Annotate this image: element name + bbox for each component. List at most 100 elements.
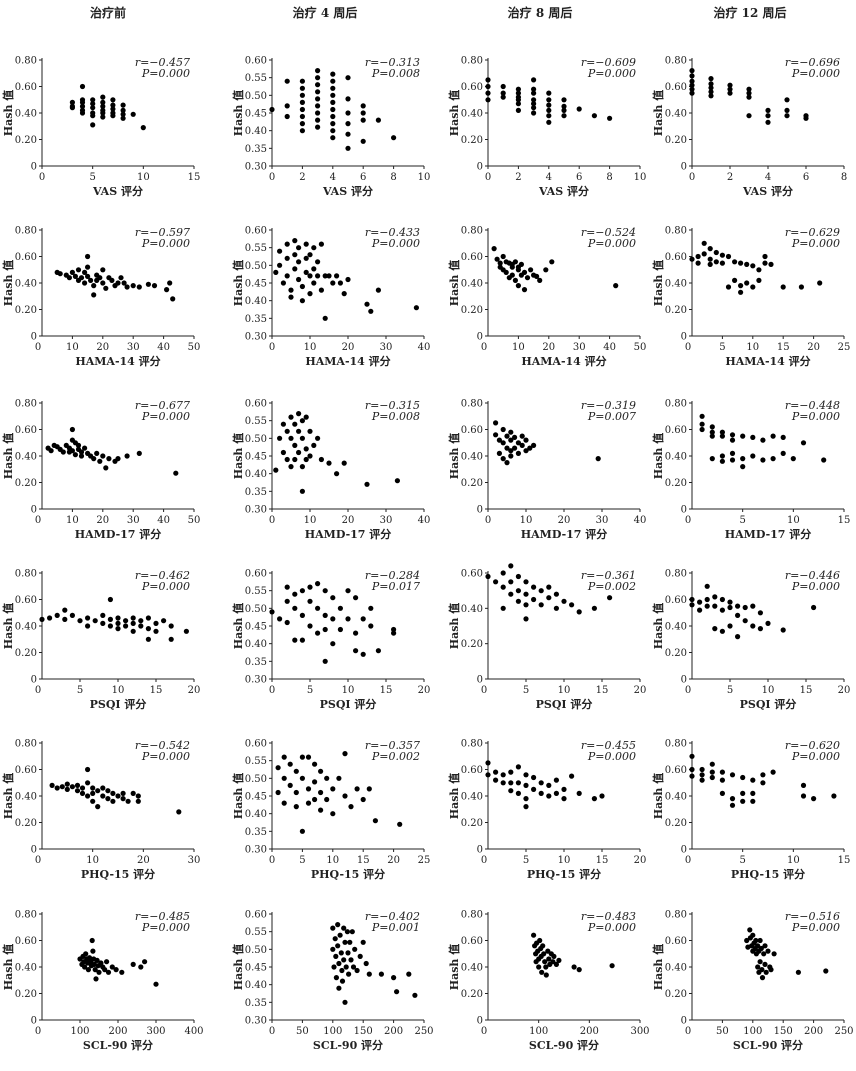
y-tick-label: 0.40 xyxy=(245,639,267,650)
data-point xyxy=(561,113,567,119)
data-point xyxy=(79,790,86,797)
data-point xyxy=(100,114,106,120)
correlation-r: r=−0.455 xyxy=(581,739,636,752)
data-point xyxy=(275,789,281,796)
y-tick-label: 0.80 xyxy=(15,739,37,750)
y-tick-label: 0.20 xyxy=(15,478,37,489)
y-tick-label: 0.20 xyxy=(461,639,483,650)
data-point xyxy=(102,967,108,973)
data-point xyxy=(345,588,351,594)
p-value: P=0.000 xyxy=(141,237,190,250)
y-tick-label: 0 xyxy=(31,1016,37,1027)
data-point xyxy=(284,584,290,590)
data-point xyxy=(500,94,506,100)
x-axis-label: PSQI 评分 xyxy=(320,697,377,711)
x-tick-label: 0 xyxy=(689,172,695,183)
data-point xyxy=(546,107,552,113)
data-point xyxy=(485,573,491,580)
data-point xyxy=(571,964,577,970)
x-origin-label: 0 xyxy=(481,855,487,866)
y-axis-label: Hash 值 xyxy=(651,260,665,307)
data-point xyxy=(311,245,317,251)
x-tick-label: 20 xyxy=(342,342,355,353)
data-point xyxy=(503,269,509,275)
data-point xyxy=(727,90,733,96)
p-value: P=0.000 xyxy=(791,921,840,934)
data-point xyxy=(500,780,506,786)
y-axis-label: Hash 值 xyxy=(447,773,461,820)
data-point xyxy=(368,308,374,314)
data-point xyxy=(343,964,349,970)
x-tick-label: 5 xyxy=(523,685,529,696)
x-axis-label: HAMA-14 评分 xyxy=(725,354,810,368)
x-tick-label: 10 xyxy=(787,515,800,526)
data-point xyxy=(523,448,529,454)
y-tick-label: 0.80 xyxy=(665,910,687,921)
x-tick-label: 200 xyxy=(804,1026,823,1037)
x-tick-label: 10 xyxy=(137,172,150,183)
data-point xyxy=(708,81,714,87)
data-point xyxy=(110,113,116,119)
x-tick-label: 10 xyxy=(66,342,79,353)
data-point xyxy=(757,626,764,632)
data-point xyxy=(719,260,726,266)
data-point xyxy=(303,446,309,452)
data-point xyxy=(740,790,746,797)
data-point xyxy=(750,434,756,440)
data-point xyxy=(292,238,298,244)
data-point xyxy=(330,78,336,84)
y-tick-label: 0 xyxy=(31,332,37,343)
data-point xyxy=(500,570,506,576)
x-tick-label: 30 xyxy=(380,342,393,353)
data-point xyxy=(531,110,537,116)
data-point xyxy=(699,413,705,419)
y-tick-label: 0.20 xyxy=(665,135,687,146)
data-point xyxy=(86,955,93,961)
data-point xyxy=(729,432,736,438)
data-point xyxy=(508,780,514,786)
data-point xyxy=(727,604,733,611)
p-value: P=0.002 xyxy=(587,580,636,593)
data-point xyxy=(85,793,91,799)
data-point xyxy=(397,821,403,827)
data-point xyxy=(349,929,355,935)
data-point xyxy=(296,276,302,283)
data-point xyxy=(735,603,741,609)
x-axis-label: PHQ-15 评分 xyxy=(731,867,805,881)
data-point xyxy=(524,275,531,281)
data-point xyxy=(508,769,514,775)
y-axis-label: Hash 值 xyxy=(1,773,15,820)
data-point xyxy=(312,779,318,785)
data-point xyxy=(537,937,543,944)
data-point xyxy=(496,450,502,456)
data-point xyxy=(709,761,715,767)
data-point xyxy=(288,435,294,441)
data-point xyxy=(345,121,351,127)
data-point xyxy=(729,437,736,443)
x-origin-label: 0 xyxy=(685,855,691,866)
p-value: P=0.000 xyxy=(141,750,190,763)
data-point xyxy=(729,802,736,808)
data-point xyxy=(90,790,96,797)
y-tick-label: 0.80 xyxy=(15,569,37,580)
data-point xyxy=(100,280,106,286)
panel-0-2: 0 0.20 0.40 0.60 0.80 0 2 4 6 8 10 VAS 评分 Hash 值 r=−0… xyxy=(447,56,646,199)
y-tick-label: 0.60 xyxy=(245,569,267,580)
y-axis-label: Hash 值 xyxy=(447,603,461,650)
data-point xyxy=(322,626,328,633)
data-point xyxy=(110,790,116,797)
data-point xyxy=(293,789,299,796)
data-point xyxy=(350,964,357,970)
data-point xyxy=(330,121,336,127)
data-point xyxy=(307,273,313,279)
y-tick-label: 0.40 xyxy=(461,792,483,803)
data-point xyxy=(531,932,537,938)
x-tick-label: 30 xyxy=(596,515,609,526)
correlation-r: r=−0.315 xyxy=(365,399,420,412)
data-point xyxy=(85,766,91,773)
data-point xyxy=(352,946,358,952)
y-tick-label: 0.80 xyxy=(15,56,37,67)
data-point xyxy=(296,245,302,251)
data-point xyxy=(82,445,88,451)
data-point xyxy=(360,110,366,116)
